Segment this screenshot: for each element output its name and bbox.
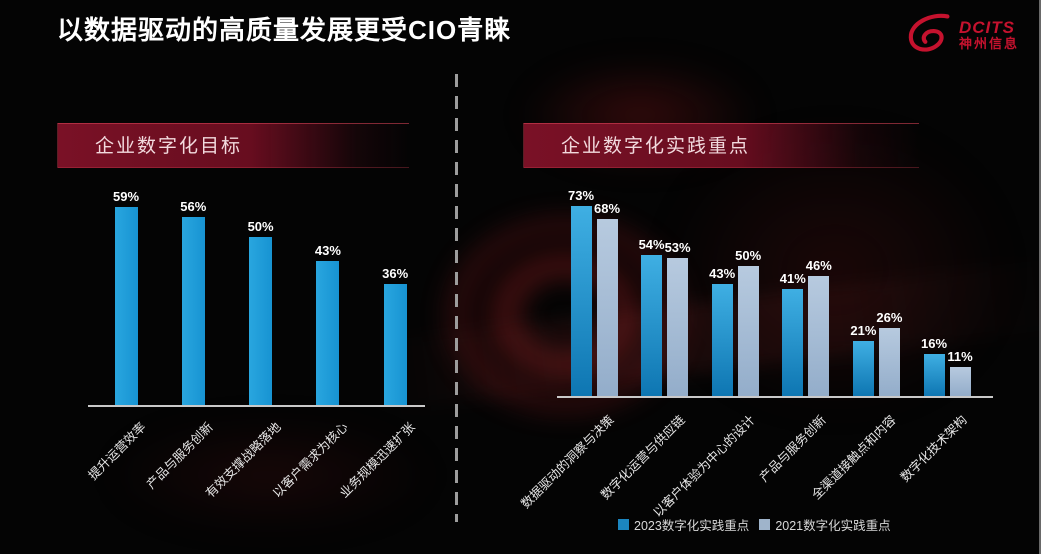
- category-label: 数据驱动的洞察与决策: [518, 412, 617, 512]
- bar-value-label: 21%: [850, 323, 877, 339]
- bar-value-label: 54%: [638, 237, 665, 253]
- bar: [923, 354, 945, 396]
- bar: [316, 260, 340, 405]
- bar-value-label: 43%: [709, 266, 736, 282]
- bar: [808, 276, 830, 396]
- bar: [737, 265, 759, 396]
- category-label: 以客户需求为核心: [269, 419, 351, 501]
- digital-practice-bar-chart: 73% 68% 数据驱动的洞察与决策 54% 53% 数字化运营与供应链 43% 50% 以客户…: [518, 185, 993, 520]
- legend-item-2023: 2023数字化实践重点: [618, 515, 749, 534]
- bar-value-label: 26%: [876, 310, 903, 326]
- digital-goals-bar-chart: 59% 提升运营效率 56% 产品与服务创新 50% 有效支撑战略落地 43% 以客户需求为核…: [86, 189, 425, 500]
- bar-value-label: 50%: [735, 247, 762, 263]
- bar: [852, 341, 874, 396]
- bar: [641, 255, 663, 396]
- bar-value-label: 50%: [247, 219, 274, 235]
- legend-label-2023: 2023数字化实践重点: [634, 519, 750, 533]
- swirl-logo-icon: [908, 13, 950, 52]
- category-label: 产品与服务创新: [144, 419, 217, 492]
- bar: [114, 207, 138, 405]
- bar: [249, 237, 273, 405]
- bar: [570, 205, 592, 396]
- bar-value-label: 59%: [112, 189, 140, 204]
- legend-swatch-2023: [618, 519, 629, 530]
- bar-value-label: 43%: [314, 242, 341, 258]
- category-label: 有效支撑战略落地: [202, 419, 284, 501]
- logo-text: DCITS 神州信息: [959, 19, 1019, 50]
- bar: [667, 258, 689, 396]
- logo-brand-name-cn: 神州信息: [958, 36, 1019, 52]
- vertical-dashed-divider: [455, 74, 458, 522]
- legend-label-2021: 2021数字化实践重点: [775, 519, 891, 533]
- x-axis-line: [88, 405, 425, 407]
- bar-value-label: 11%: [947, 349, 973, 365]
- legend-swatch-2021: [759, 519, 771, 530]
- company-logo: DCITS 神州信息: [903, 13, 1019, 57]
- legend-item-2021: 2021数字化实践重点: [759, 515, 891, 534]
- bar-value-label: 53%: [664, 240, 691, 256]
- logo-brand-name: DCITS: [958, 18, 1015, 38]
- bar: [949, 367, 971, 396]
- category-label: 业务规模迅速扩张: [337, 419, 418, 501]
- bar-value-label: 16%: [920, 336, 948, 352]
- bar-value-label: 46%: [805, 258, 832, 274]
- category-label: 提升运营效率: [85, 419, 149, 483]
- bar: [782, 289, 804, 396]
- bar: [878, 328, 900, 396]
- slide-right-edge: [1039, 0, 1041, 554]
- left-panel-header: 企业数字化目标: [57, 123, 409, 168]
- bar: [596, 219, 618, 396]
- bar: [383, 284, 407, 405]
- bar-value-label: 41%: [779, 271, 806, 287]
- bar-value-label: 56%: [180, 199, 207, 215]
- right-panel-header: 企业数字化实践重点: [523, 123, 919, 168]
- bar: [711, 284, 733, 396]
- page-title: 以数据驱动的高质量发展更受CIO青睐: [57, 15, 512, 45]
- bar-value-label: 36%: [382, 266, 409, 282]
- x-axis-line: [557, 396, 993, 398]
- bar: [181, 217, 205, 405]
- bar-value-label: 68%: [593, 200, 621, 216]
- chart-legend: 2023数字化实践重点 2021数字化实践重点: [618, 515, 891, 534]
- bar-value-label: 73%: [567, 187, 595, 203]
